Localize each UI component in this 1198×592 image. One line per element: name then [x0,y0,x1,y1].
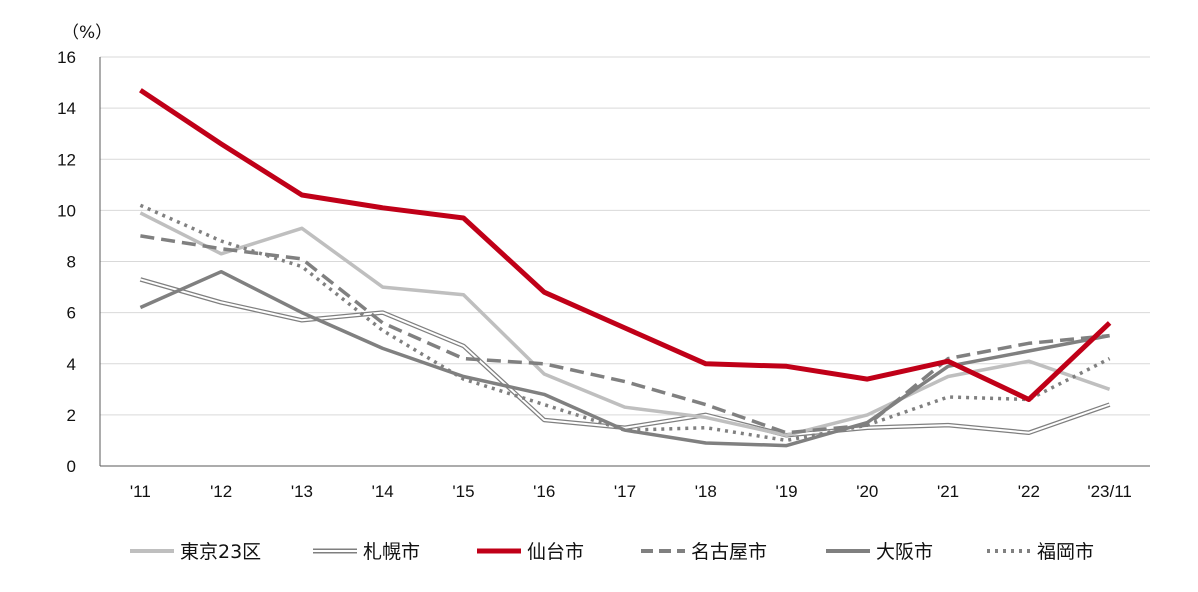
x-tick-label: '19 [775,482,797,501]
x-tick-label: '14 [372,482,394,501]
y-tick-label: 6 [67,304,76,323]
series-line-2 [139,88,1112,402]
legend-label: 大阪市 [876,541,933,563]
x-tick-label: '16 [533,482,555,501]
y-tick-label: 10 [57,201,76,220]
x-tick-labels: '11 '12 '13 '14 '15 '16 '17 '18 '19 '20 '21 '22 '23/… [130,482,1132,501]
legend-label: 札幌市 [363,541,420,563]
legend-item: 東京23区 [130,541,261,563]
y-tick-label: 14 [57,99,76,118]
x-tick-label: '21 [937,482,959,501]
legend-label: 名古屋市 [691,541,767,563]
x-tick-label: '18 [695,482,717,501]
x-tick-label: '15 [452,482,474,501]
axes [99,57,1150,467]
legend-label: 仙台市 [527,541,584,563]
legend-label: 福岡市 [1037,541,1094,563]
series-lines [139,88,1112,448]
x-tick-label: '13 [291,482,313,501]
x-tick-label: '17 [614,482,636,501]
series-line-4 [139,269,1110,448]
series-line-5 [139,203,1111,443]
x-tick-label: '23/11 [1087,482,1132,501]
legend-item: 仙台市 [477,541,584,563]
x-tick-label: '20 [856,482,878,501]
series-line-0 [139,211,1111,438]
y-axis-unit-label: （%） [62,23,112,43]
legend-item: 大阪市 [826,541,933,563]
y-tick-label: 12 [57,150,76,169]
y-tick-label: 2 [67,406,76,425]
y-tick-label: 8 [67,253,76,272]
legend-item: 福岡市 [987,541,1094,563]
legend-item: 札幌市 [313,541,420,563]
series-line-3 [140,234,1110,435]
series-line-1-inner [140,278,1110,437]
legend-item: 名古屋市 [641,541,767,563]
gridlines [100,56,1150,416]
x-tick-label: '12 [210,482,232,501]
legend-label: 東京23区 [180,541,261,563]
y-tick-labels: 0 2 4 6 8 10 12 14 16 [57,48,76,476]
y-tick-label: 0 [67,457,76,476]
y-tick-label: 4 [67,355,76,374]
x-tick-label: '11 [130,482,151,501]
legend: 東京23区 札幌市 仙台市 名古屋市 大阪市 福岡市 [130,541,1094,563]
x-tick-label: '22 [1018,482,1040,501]
y-tick-label: 16 [57,48,76,67]
